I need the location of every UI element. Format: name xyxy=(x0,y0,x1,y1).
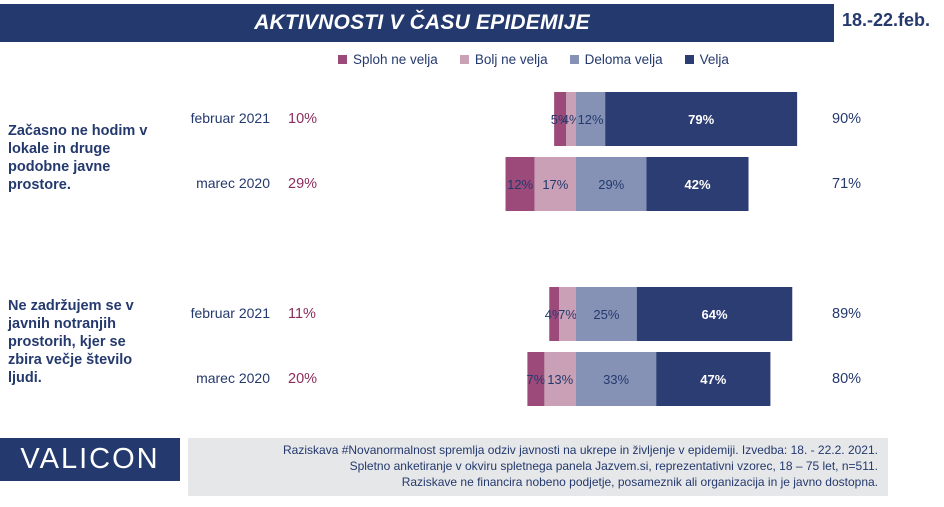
date-label: 18.-22.feb. xyxy=(842,10,931,30)
legend-label: Deloma velja xyxy=(584,52,663,67)
data-label: 17% xyxy=(542,177,568,192)
legend-swatch xyxy=(338,55,347,64)
bar-segment-sploh-ne-velja xyxy=(554,92,567,146)
footer-line: Raziskava #Novanormalnost spremlja odziv… xyxy=(283,443,878,457)
legend-swatch xyxy=(569,55,579,64)
left-total: 20% xyxy=(288,371,318,387)
bar-segment-deloma-velja xyxy=(576,352,657,406)
data-label: 7% xyxy=(558,307,577,322)
data-label: 47% xyxy=(700,372,726,387)
page-title: AKTIVNOSTI V ČASU EPIDEMIJE xyxy=(254,11,590,34)
row-label: marec 2020 xyxy=(196,370,270,386)
data-label: 33% xyxy=(603,372,629,387)
bar-segment-velja xyxy=(605,92,798,146)
legend-swatch xyxy=(459,55,469,64)
bar-segment-bolj-ne-velja xyxy=(558,287,576,341)
legend-label: Bolj ne velja xyxy=(474,52,548,67)
right-total: 90% xyxy=(832,111,862,127)
bar-segment-deloma-velja xyxy=(576,92,606,146)
row-label: marec 2020 xyxy=(196,175,270,191)
question-2: Ne zadržujem se v javnih notranjih prost… xyxy=(8,298,134,386)
right-total: 80% xyxy=(832,371,862,387)
legend-label: Sploh ne velja xyxy=(353,52,438,67)
data-label: 5% xyxy=(551,112,570,127)
data-label: 29% xyxy=(598,177,624,192)
bar-segment-velja xyxy=(636,287,793,341)
question-1: Začasno ne hodim v lokale in druge podob… xyxy=(8,123,148,193)
row-label: februar 2021 xyxy=(190,305,270,321)
bar-segment-velja xyxy=(646,157,749,211)
data-label: 79% xyxy=(688,112,714,127)
bar-segment-deloma-velja xyxy=(576,157,647,211)
right-total: 89% xyxy=(832,306,862,322)
bar-segment-sploh-ne-velja xyxy=(505,157,535,211)
left-total: 11% xyxy=(288,306,316,322)
title-bar: AKTIVNOSTI V ČASU EPIDEMIJE xyxy=(0,4,834,42)
footer-line: Raziskave ne financira nobeno podjetje, … xyxy=(401,475,878,489)
data-label: 7% xyxy=(527,372,546,387)
bar-segment-velja xyxy=(656,352,771,406)
legend-item-deloma-velja: Deloma velja xyxy=(569,52,663,67)
bar-segment-sploh-ne-velja xyxy=(527,352,545,406)
left-total: 10% xyxy=(288,111,318,127)
legend-item-bolj-ne-velja: Bolj ne velja xyxy=(459,52,548,67)
legend-label: Velja xyxy=(699,52,729,67)
data-label: 42% xyxy=(684,177,710,192)
legend-item-sploh-ne-velja: Sploh ne velja xyxy=(338,52,438,67)
legend-swatch xyxy=(684,55,694,64)
data-label: 64% xyxy=(701,307,727,322)
right-total: 71% xyxy=(832,176,862,192)
data-label: 25% xyxy=(593,307,619,322)
data-label: 12% xyxy=(507,177,533,192)
data-label: 13% xyxy=(547,372,573,387)
valicon-logo: VALICON xyxy=(0,438,180,481)
bar-segment-bolj-ne-velja xyxy=(534,157,576,211)
data-label: 12% xyxy=(578,112,604,127)
bar-segment-sploh-ne-velja xyxy=(549,287,559,341)
legend-item-velja: Velja xyxy=(684,52,729,67)
row-label: februar 2021 xyxy=(190,110,270,126)
bar-segment-bolj-ne-velja xyxy=(544,352,576,406)
left-total: 29% xyxy=(288,176,318,192)
footer-note: Raziskava #Novanormalnost spremlja odziv… xyxy=(188,438,888,496)
bar-segment-bolj-ne-velja xyxy=(566,92,576,146)
footer-line: Spletno anketiranje v okviru spletnega p… xyxy=(349,459,878,473)
legend: Sploh ne velja Bolj ne velja Deloma velj… xyxy=(338,52,729,67)
bar-segment-deloma-velja xyxy=(576,287,637,341)
